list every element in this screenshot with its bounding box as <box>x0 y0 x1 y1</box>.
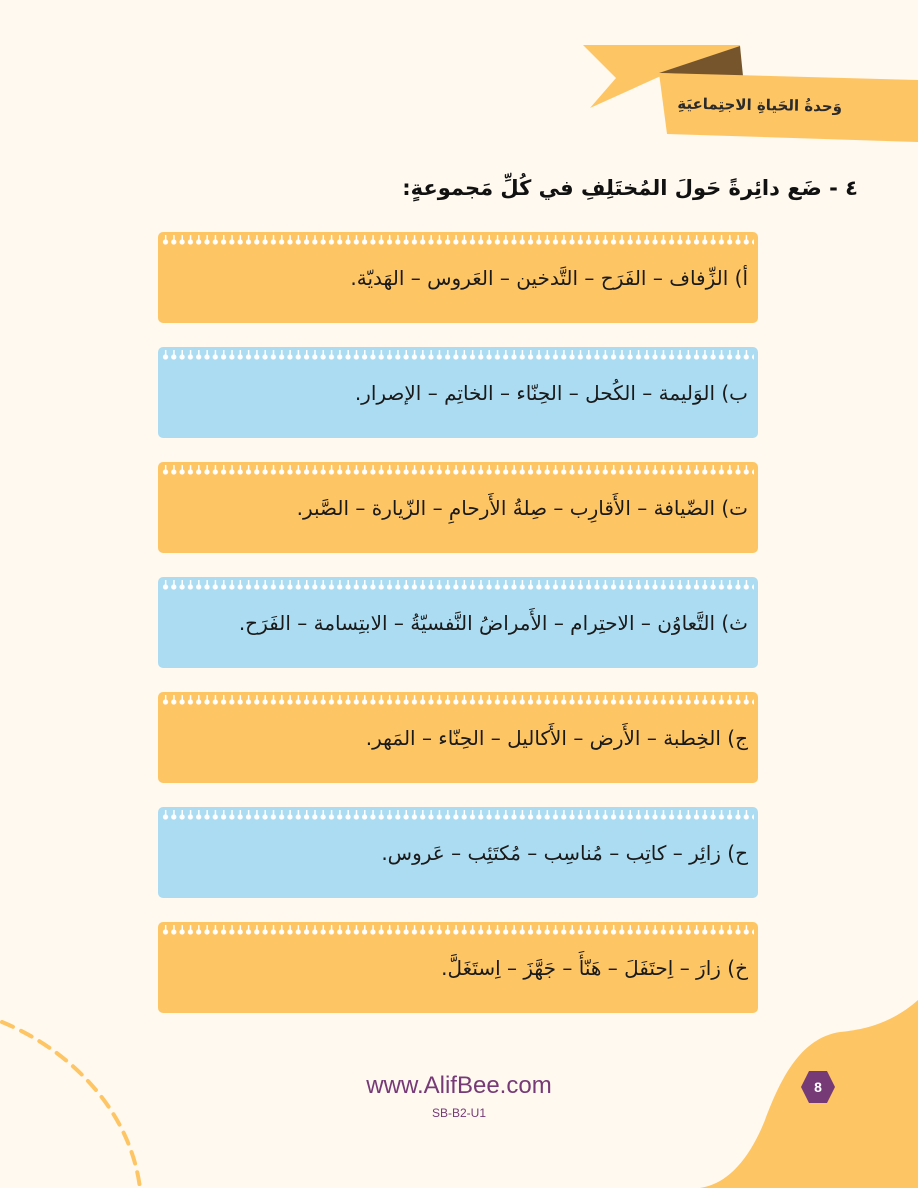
spiral-holes <box>162 465 754 475</box>
group-card: ب) الوَليمة – الكُحل – الحِنّاء – الخاتِ… <box>158 347 758 438</box>
spiral-holes <box>162 235 754 245</box>
spiral-holes <box>162 695 754 705</box>
dashed-arc <box>0 1020 142 1188</box>
group-text[interactable]: ت) الضّيافة – الأَقارِب – صِلةُ الأَرحام… <box>296 496 748 520</box>
group-text[interactable]: ب) الوَليمة – الكُحل – الحِنّاء – الخاتِ… <box>354 381 748 405</box>
page-number: 8 <box>814 1079 822 1095</box>
group-card: ح) زائِر – كاتِب – مُناسِب – مُكتَئِب – … <box>158 807 758 898</box>
hexagon-icon <box>801 1071 835 1103</box>
book-code: SB-B2-U1 <box>431 1106 487 1120</box>
group-card: أ) الزِّفاف – الفَرَح – التَّدخين – العَ… <box>158 232 758 323</box>
website-link[interactable]: www.AlifBee.com <box>366 1072 552 1099</box>
spiral-holes <box>162 925 754 935</box>
group-text[interactable]: أ) الزِّفاف – الفَرَح – التَّدخين – العَ… <box>350 266 748 290</box>
page-number-badge: 8 <box>800 1070 836 1104</box>
group-text[interactable]: ج) الخِطبة – الأَرض – الأَكاليل – الحِنّ… <box>365 726 748 750</box>
group-card: خ) زارَ – اِحتَفَلَ – هَنّأَ – جَهَّزَ –… <box>158 922 758 1013</box>
group-text[interactable]: ح) زائِر – كاتِب – مُناسِب – مُكتَئِب – … <box>381 841 748 865</box>
spiral-holes <box>162 350 754 360</box>
group-text[interactable]: ث) التَّعاوُن – الاحتِرام – الأَمراضُ ال… <box>238 611 748 635</box>
spiral-holes <box>162 810 754 820</box>
group-text[interactable]: خ) زارَ – اِحتَفَلَ – هَنّأَ – جَهَّزَ –… <box>441 956 748 980</box>
group-card: ث) التَّعاوُن – الاحتِرام – الأَمراضُ ال… <box>158 577 758 668</box>
group-card: ج) الخِطبة – الأَرض – الأَكاليل – الحِنّ… <box>158 692 758 783</box>
group-card: ت) الضّيافة – الأَقارِب – صِلةُ الأَرحام… <box>158 462 758 553</box>
question-title: ٤ - ضَع دائِرةً حَولَ المُختَلِفِ في كُل… <box>402 176 858 200</box>
unit-title: وَحدةُ الحَياةِ الاجتِماعيَةِ <box>677 94 843 116</box>
spiral-holes <box>162 580 754 590</box>
unit-ribbon <box>583 45 918 142</box>
